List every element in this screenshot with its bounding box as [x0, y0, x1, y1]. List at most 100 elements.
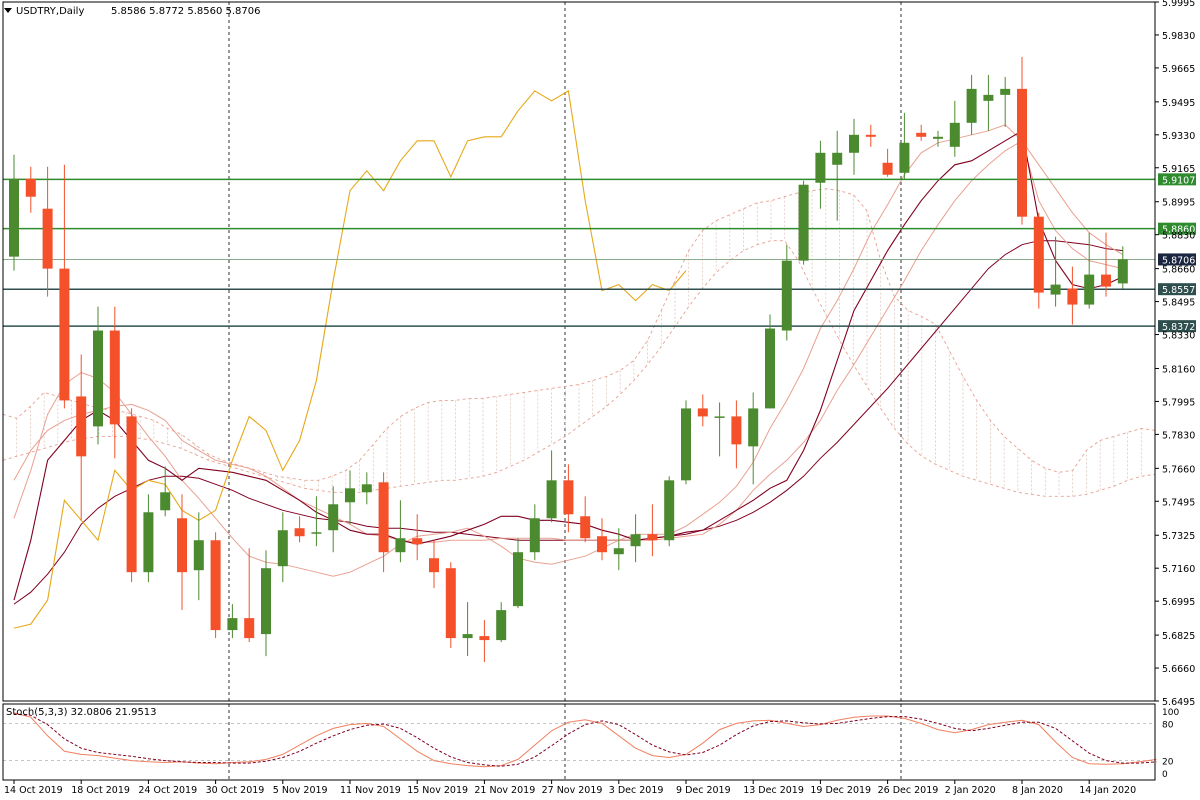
bearish-candle[interactable] — [731, 416, 742, 445]
bearish-candle[interactable] — [1067, 288, 1078, 305]
bearish-candle[interactable] — [42, 208, 53, 269]
bullish-candle[interactable] — [966, 88, 977, 123]
bullish-candle[interactable] — [345, 488, 355, 503]
date-tick-label: 2 Jan 2020 — [945, 785, 996, 796]
bullish-candle[interactable] — [849, 134, 859, 153]
bearish-candle[interactable] — [378, 482, 389, 553]
bullish-candle[interactable] — [361, 484, 372, 493]
bearish-candle[interactable] — [244, 618, 255, 639]
price-tick-label: 5.8660 — [1162, 265, 1195, 276]
candles[interactable] — [9, 56, 1128, 663]
level-tag-5.8860 — [1158, 222, 1196, 235]
collapse-triangle-icon[interactable] — [4, 8, 12, 13]
price-tick-label: 5.9165 — [1162, 164, 1195, 175]
price-tick-label: 5.9330 — [1162, 131, 1195, 142]
bearish-candle[interactable] — [597, 536, 607, 553]
bullish-candle[interactable] — [93, 330, 103, 427]
bearish-candle[interactable] — [126, 416, 137, 573]
bullish-candle[interactable] — [1084, 274, 1095, 305]
bearish-candle[interactable] — [412, 538, 423, 545]
bearish-candle[interactable] — [647, 534, 658, 541]
date-tick-label: 14 Oct 2019 — [4, 785, 63, 796]
bullish-candle[interactable] — [983, 94, 994, 101]
date-tick-label: 5 Nov 2019 — [273, 785, 328, 796]
date-tick-label: 21 Nov 2019 — [474, 785, 535, 796]
cloud-span-b — [2, 240, 1156, 497]
bearish-candle[interactable] — [294, 528, 305, 537]
bearish-candle[interactable] — [580, 516, 591, 539]
stochastic-panel: 100 80 20 0 — [3, 708, 1179, 780]
bullish-candle[interactable] — [899, 142, 910, 173]
bullish-candle[interactable] — [1117, 259, 1128, 284]
bearish-candle[interactable] — [882, 162, 893, 175]
bullish-candle[interactable] — [613, 548, 624, 555]
level-tag-5.8372 — [1158, 320, 1196, 333]
bullish-candle[interactable] — [9, 178, 19, 257]
bullish-candle[interactable] — [462, 634, 473, 639]
price-tick-label: 5.6660 — [1162, 664, 1195, 675]
bearish-candle[interactable] — [59, 268, 70, 401]
stoch-label: Stoch(5,3,3) 32.0806 21.9513 — [6, 707, 157, 718]
bullish-candle[interactable] — [529, 518, 540, 553]
bullish-candle[interactable] — [714, 416, 725, 418]
date-tick-label: 3 Dec 2019 — [609, 785, 664, 796]
horizontal-levels[interactable]: 5.9107 5.8860 5.8706 5.8557 5.8372 — [3, 173, 1196, 333]
bullish-candle[interactable] — [513, 552, 523, 607]
bearish-candle[interactable] — [697, 408, 708, 417]
bullish-candle[interactable] — [765, 328, 775, 409]
bullish-candle[interactable] — [227, 618, 238, 631]
bullish-candle[interactable] — [949, 122, 960, 147]
level-value-5.8860: 5.8860 — [1162, 225, 1195, 236]
price-tick-label: 5.8830 — [1162, 231, 1195, 242]
bullish-candle[interactable] — [496, 610, 507, 641]
price-tick-label: 5.6825 — [1162, 631, 1195, 642]
bullish-candle[interactable] — [160, 492, 171, 511]
bearish-candle[interactable] — [1101, 274, 1111, 287]
bullish-candle[interactable] — [798, 184, 809, 261]
bearish-candle[interactable] — [25, 178, 36, 197]
date-tick-label: 15 Nov 2019 — [407, 785, 468, 796]
bearish-candle[interactable] — [109, 330, 120, 425]
bearish-candle[interactable] — [429, 558, 439, 573]
bullish-candle[interactable] — [748, 408, 759, 447]
bullish-candle[interactable] — [1050, 284, 1061, 295]
price-tick-label: 5.7660 — [1162, 464, 1195, 475]
bearish-candle[interactable] — [865, 134, 876, 137]
bearish-candle[interactable] — [445, 568, 456, 639]
bearish-candle[interactable] — [1017, 88, 1027, 217]
bullish-candle[interactable] — [328, 504, 339, 531]
bullish-candle[interactable] — [277, 530, 288, 567]
bullish-candle[interactable] — [1000, 88, 1011, 95]
bearish-candle[interactable] — [210, 540, 221, 631]
date-tick-label: 13 Dec 2019 — [743, 785, 804, 796]
bearish-candle[interactable] — [479, 636, 490, 641]
bullish-candle[interactable] — [933, 136, 943, 139]
bullish-candle[interactable] — [546, 480, 557, 519]
date-tick-label: 24 Oct 2019 — [138, 785, 197, 796]
stoch-k-line — [13, 712, 1157, 768]
bearish-candle[interactable] — [916, 132, 927, 137]
bullish-candle[interactable] — [681, 408, 691, 481]
bullish-candle[interactable] — [630, 534, 641, 547]
bullish-candle[interactable] — [781, 260, 792, 331]
price-tick-label: 5.8495 — [1162, 298, 1195, 309]
bearish-candle[interactable] — [1033, 216, 1044, 293]
bullish-candle[interactable] — [832, 152, 843, 165]
bullish-candle[interactable] — [395, 538, 406, 553]
stoch-header: Stoch(5,3,3) 32.0806 21.9513 — [6, 707, 157, 718]
bullish-candle[interactable] — [193, 540, 204, 571]
bearish-candle[interactable] — [76, 396, 87, 457]
bearish-candle[interactable] — [563, 480, 574, 515]
bearish-candle[interactable] — [177, 518, 187, 573]
level-tag-5.9107 — [1158, 173, 1196, 186]
ohlc-values: 5.8586 5.8772 5.8560 5.8706 — [111, 6, 261, 17]
price-tick-label: 5.9495 — [1162, 98, 1195, 109]
bullish-candle[interactable] — [311, 532, 322, 534]
bullish-candle[interactable] — [664, 480, 675, 541]
level-value-5.8372: 5.8372 — [1162, 322, 1195, 333]
bullish-candle[interactable] — [261, 568, 271, 635]
bullish-candle[interactable] — [815, 152, 826, 183]
bullish-candle[interactable] — [143, 512, 154, 573]
symbol-label: USDTRY,Daily — [16, 6, 84, 17]
